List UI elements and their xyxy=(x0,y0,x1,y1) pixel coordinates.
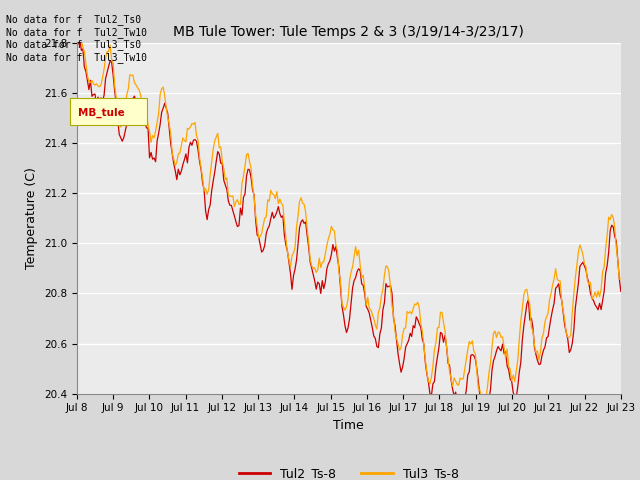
Legend: Tul2_Ts-8, Tul3_Ts-8: Tul2_Ts-8, Tul3_Ts-8 xyxy=(234,462,463,480)
Tul2_Ts-8 xyxy=(453,396,461,401)
Tul2_Ts-8 xyxy=(617,288,625,294)
Tul3_Ts-8 xyxy=(617,276,625,281)
Tul2_Ts-8 xyxy=(73,42,81,48)
Tul3_Ts-8 xyxy=(311,265,319,271)
Text: MB_tule: MB_tule xyxy=(78,108,125,119)
Tul3_Ts-8 xyxy=(73,36,81,41)
Tul2_Ts-8 xyxy=(589,298,597,303)
Tul2_Ts-8 xyxy=(76,36,84,42)
Tul3_Ts-8 xyxy=(235,202,243,207)
Tul3_Ts-8 xyxy=(477,396,485,401)
Tul2_Ts-8 xyxy=(141,120,149,125)
Title: MB Tule Tower: Tule Temps 2 & 3 (3/19/14-3/23/17): MB Tule Tower: Tule Temps 2 & 3 (3/19/14… xyxy=(173,25,524,39)
Y-axis label: Temperature (C): Temperature (C) xyxy=(25,168,38,269)
Tul3_Ts-8 xyxy=(253,222,261,228)
Line: Tul3_Ts-8: Tul3_Ts-8 xyxy=(77,38,621,398)
Tul3_Ts-8 xyxy=(588,296,596,302)
Tul2_Ts-8 xyxy=(264,226,271,231)
Text: No data for f  Tul2_Ts0
No data for f  Tul2_Tw10
No data for f  Tul3_Ts0
No data: No data for f Tul2_Ts0 No data for f Tul… xyxy=(6,14,147,63)
Tul2_Ts-8 xyxy=(237,205,244,211)
Tul2_Ts-8 xyxy=(312,286,320,292)
Tul2_Ts-8 xyxy=(255,234,262,240)
Line: Tul2_Ts-8: Tul2_Ts-8 xyxy=(77,39,621,398)
Tul3_Ts-8 xyxy=(262,214,270,220)
Tul3_Ts-8 xyxy=(140,107,147,112)
X-axis label: Time: Time xyxy=(333,419,364,432)
